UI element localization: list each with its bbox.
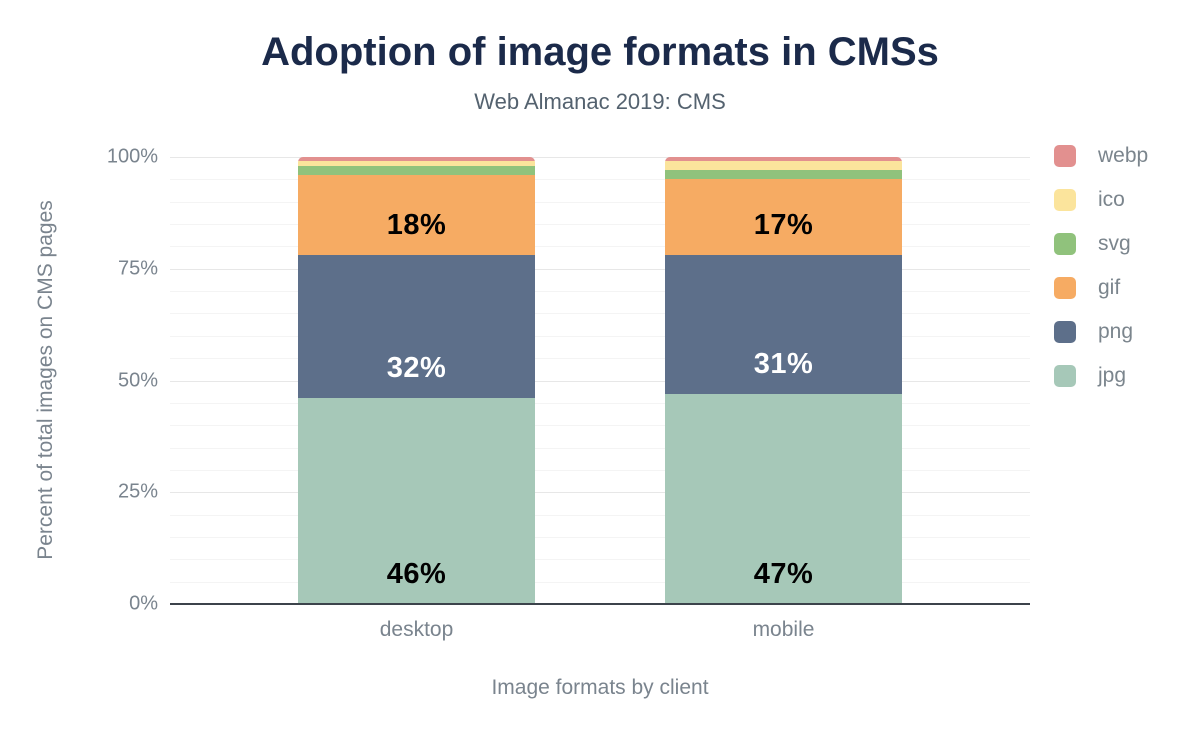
bar-mobile: 47% 31% 17%: [665, 157, 902, 604]
legend-item-jpg[interactable]: jpg: [1054, 365, 1148, 387]
legend-item-ico[interactable]: ico: [1054, 189, 1148, 211]
legend-item-png[interactable]: png: [1054, 321, 1148, 343]
minor-gridline: [170, 291, 1030, 293]
bar-segment-desktop-ico[interactable]: [298, 161, 535, 166]
segment-value-label-desktop-jpg: 46%: [386, 558, 447, 590]
segment-value-label-mobile-jpg: 47%: [753, 558, 814, 590]
minor-gridline: [170, 358, 1030, 360]
legend-item-svg[interactable]: svg: [1054, 233, 1148, 255]
legend-swatch-webp: [1054, 145, 1076, 167]
legend-swatch-png: [1054, 321, 1076, 343]
minor-gridline: [170, 402, 1030, 404]
bar-segment-mobile-ico[interactable]: [665, 161, 902, 171]
minor-gridline: [170, 313, 1030, 315]
major-gridline: [170, 492, 1030, 494]
minor-gridline: [170, 469, 1030, 471]
legend-label-ico: ico: [1098, 188, 1125, 211]
minor-gridline: [170, 559, 1030, 561]
bar-segment-desktop-svg[interactable]: [298, 165, 535, 175]
legend-item-gif[interactable]: gif: [1054, 277, 1148, 299]
legend-swatch-ico: [1054, 189, 1076, 211]
bar-segment-desktop-gif[interactable]: 18%: [298, 174, 535, 256]
y-tick-label-0: 0%: [129, 592, 158, 615]
bar-segment-mobile-gif[interactable]: 17%: [665, 179, 902, 256]
major-gridline: [170, 380, 1030, 382]
y-tick-label-100: 100%: [106, 145, 158, 168]
bar-segment-mobile-svg[interactable]: [665, 170, 902, 180]
bar-segment-mobile-png[interactable]: 31%: [665, 255, 902, 394]
bar-segment-desktop-png[interactable]: 32%: [298, 255, 535, 399]
page-title: Adoption of image formats in CMSs: [261, 30, 939, 74]
y-tick-label-25: 25%: [117, 480, 158, 503]
minor-gridline: [170, 224, 1030, 226]
minor-gridline: [170, 246, 1030, 248]
bar-segment-desktop-webp[interactable]: [298, 157, 535, 162]
segment-value-label-mobile-png: 31%: [753, 347, 814, 380]
legend-label-jpg: jpg: [1098, 364, 1127, 387]
legend-item-webp[interactable]: webp: [1054, 145, 1148, 167]
minor-gridline: [170, 447, 1030, 449]
legend-label-svg: svg: [1098, 232, 1131, 255]
legend-swatch-jpg: [1054, 365, 1076, 387]
legend-label-png: png: [1098, 320, 1134, 343]
chart-subtitle: Web Almanac 2019: CMS: [474, 89, 726, 114]
segment-value-label-desktop-png: 32%: [386, 352, 447, 385]
major-gridline: [170, 157, 1030, 158]
minor-gridline: [170, 536, 1030, 538]
legend-label-gif: gif: [1098, 276, 1121, 299]
minor-gridline: [170, 581, 1030, 583]
segment-value-label-mobile-gif: 17%: [753, 209, 814, 242]
minor-gridline: [170, 335, 1030, 337]
bar-segment-mobile-jpg[interactable]: 47%: [665, 393, 902, 604]
x-axis-line: [170, 603, 1030, 605]
minor-gridline: [170, 514, 1030, 516]
legend-label-webp: webp: [1098, 144, 1149, 167]
x-axis-title: Image formats by client: [491, 676, 709, 699]
bar-segment-mobile-webp[interactable]: [665, 157, 902, 162]
minor-gridline: [170, 425, 1030, 427]
plot-area: 46% 32% 18% 47% 31% 17%: [170, 157, 1030, 605]
x-tick-label-mobile: mobile: [752, 618, 815, 641]
minor-gridline: [170, 179, 1030, 181]
segment-value-label-desktop-gif: 18%: [386, 209, 447, 242]
legend: webp ico svg gif png jpg: [1054, 145, 1148, 409]
bar-segment-desktop-jpg[interactable]: 46%: [298, 398, 535, 604]
minor-gridline: [170, 201, 1030, 203]
y-tick-label-75: 75%: [117, 257, 158, 280]
bar-desktop: 46% 32% 18%: [298, 157, 535, 604]
y-tick-label-50: 50%: [117, 369, 158, 391]
x-tick-label-desktop: desktop: [379, 618, 454, 641]
legend-swatch-svg: [1054, 233, 1076, 255]
major-gridline: [170, 268, 1030, 270]
legend-swatch-gif: [1054, 277, 1076, 299]
